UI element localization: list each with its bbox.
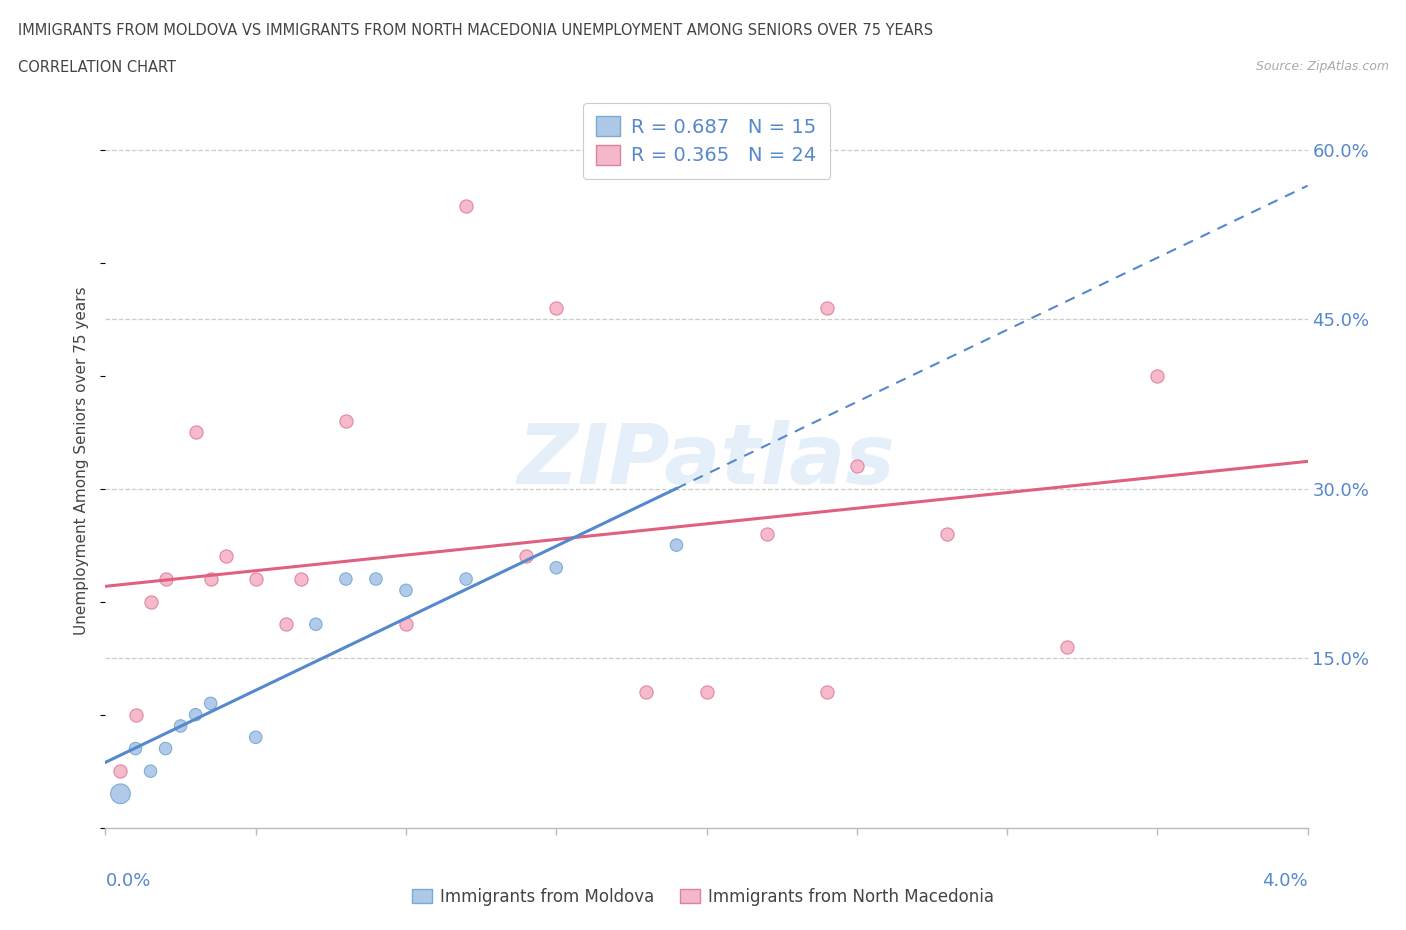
Point	[245, 730, 267, 745]
Point	[815, 300, 838, 315]
Point	[636, 684, 658, 699]
Legend: Immigrants from Moldova, Immigrants from North Macedonia: Immigrants from Moldova, Immigrants from…	[405, 881, 1001, 912]
Point	[335, 572, 357, 587]
Point	[845, 458, 868, 473]
Point	[335, 413, 357, 428]
Point	[936, 526, 959, 541]
Point	[124, 707, 146, 722]
Text: Source: ZipAtlas.com: Source: ZipAtlas.com	[1256, 60, 1389, 73]
Point	[546, 300, 568, 315]
Point	[169, 719, 191, 734]
Point	[184, 707, 207, 722]
Text: ZIPatlas: ZIPatlas	[517, 419, 896, 501]
Point	[139, 594, 162, 609]
Text: CORRELATION CHART: CORRELATION CHART	[18, 60, 176, 75]
Point	[395, 583, 418, 598]
Point	[200, 696, 222, 711]
Legend: R = 0.687   N = 15, R = 0.365   N = 24: R = 0.687 N = 15, R = 0.365 N = 24	[582, 102, 831, 179]
Point	[110, 787, 132, 802]
Point	[546, 560, 568, 575]
Text: 4.0%: 4.0%	[1263, 871, 1308, 890]
Point	[290, 572, 312, 587]
Point	[665, 538, 688, 552]
Point	[200, 572, 222, 587]
Point	[515, 549, 537, 564]
Point	[815, 684, 838, 699]
Point	[696, 684, 718, 699]
Point	[139, 764, 162, 778]
Point	[364, 572, 387, 587]
Point	[305, 617, 328, 631]
Point	[155, 572, 177, 587]
Point	[214, 549, 236, 564]
Point	[124, 741, 146, 756]
Point	[755, 526, 778, 541]
Point	[454, 199, 477, 214]
Point	[395, 617, 418, 631]
Point	[155, 741, 177, 756]
Point	[1146, 368, 1168, 383]
Y-axis label: Unemployment Among Seniors over 75 years: Unemployment Among Seniors over 75 years	[75, 286, 90, 634]
Point	[184, 425, 207, 440]
Point	[1056, 640, 1078, 655]
Text: IMMIGRANTS FROM MOLDOVA VS IMMIGRANTS FROM NORTH MACEDONIA UNEMPLOYMENT AMONG SE: IMMIGRANTS FROM MOLDOVA VS IMMIGRANTS FR…	[18, 23, 934, 38]
Point	[110, 764, 132, 778]
Point	[454, 572, 477, 587]
Point	[274, 617, 297, 631]
Text: 0.0%: 0.0%	[105, 871, 150, 890]
Point	[245, 572, 267, 587]
